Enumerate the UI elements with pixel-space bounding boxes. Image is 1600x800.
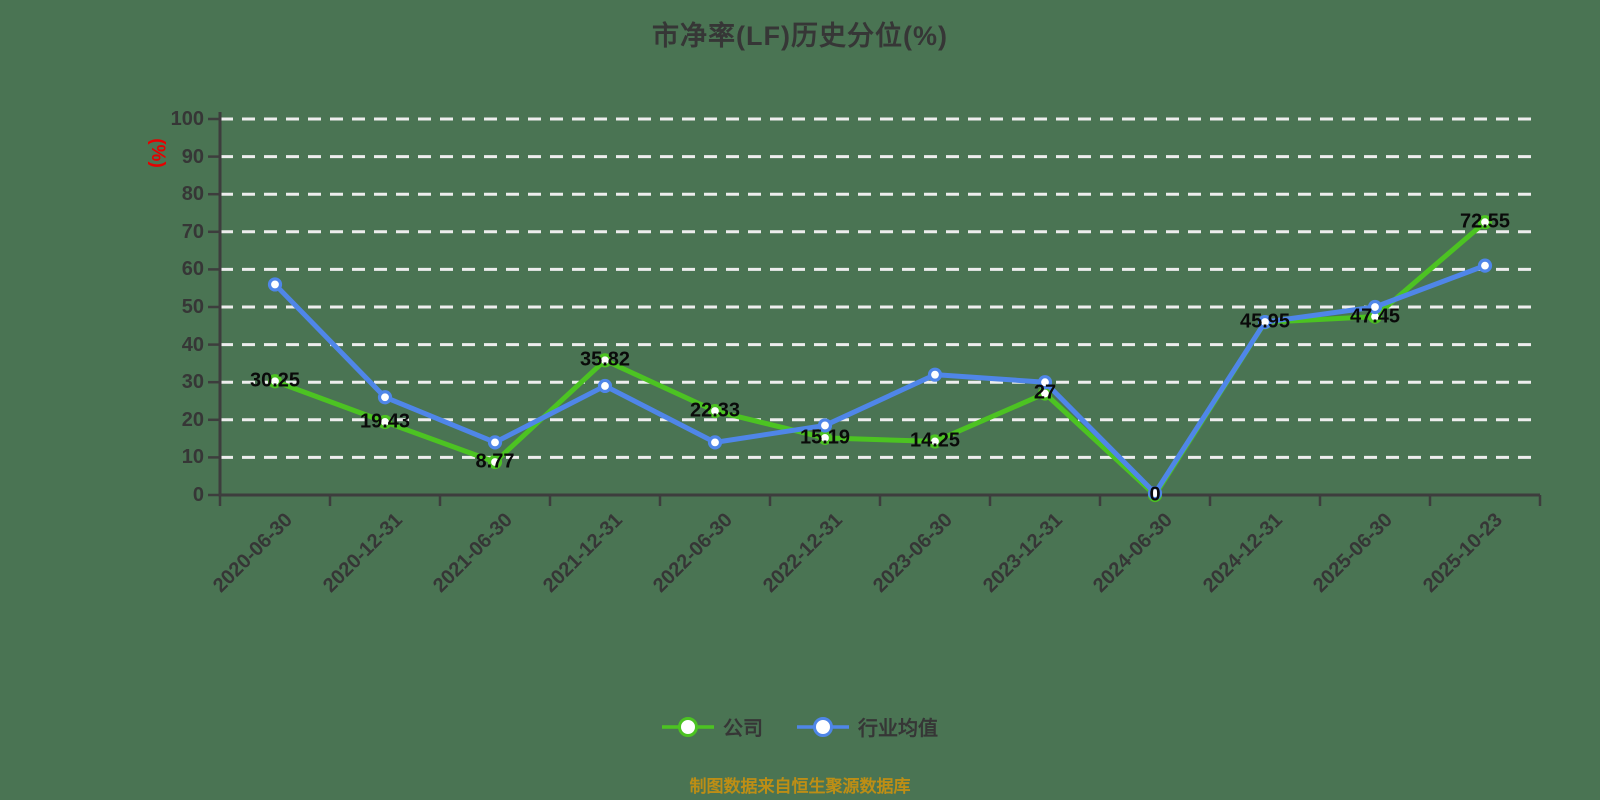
data-point-marker xyxy=(1257,314,1273,330)
industry-legend-icon xyxy=(797,716,849,737)
data-point-marker xyxy=(1037,375,1053,390)
company-series-line xyxy=(272,219,1488,498)
data-point-marker xyxy=(1477,258,1493,273)
data-point-marker xyxy=(377,414,393,430)
data-point-marker xyxy=(267,374,283,389)
legend-label: 行业均值 xyxy=(858,718,938,740)
data-point-marker xyxy=(377,390,393,405)
data-point-marker xyxy=(1367,299,1383,315)
company-legend-icon xyxy=(662,716,714,737)
data-point-marker xyxy=(817,418,833,433)
source-note: 制图数据来自恒生聚源数据库 xyxy=(689,777,911,796)
data-point-marker xyxy=(927,367,943,382)
data-point-marker xyxy=(817,430,833,445)
data-point-marker xyxy=(597,378,613,394)
data-point-marker xyxy=(267,277,283,292)
data-point-marker xyxy=(487,435,503,450)
legend-item-industry[interactable]: 行业均值 xyxy=(797,712,938,741)
data-point-marker xyxy=(1147,486,1163,501)
data-point-marker xyxy=(597,353,613,368)
data-point-marker xyxy=(707,435,723,450)
legend-item-company[interactable]: 公司 xyxy=(662,712,763,741)
data-point-marker xyxy=(1477,215,1493,230)
data-point-marker xyxy=(707,403,723,419)
legend-label: 公司 xyxy=(723,718,763,740)
data-point-marker xyxy=(927,434,943,449)
chart-title: 市净率(LF)历史分位(%) xyxy=(652,21,948,51)
legend: 公司 行业均值 xyxy=(0,712,1600,741)
industry-series-line xyxy=(272,263,1488,496)
data-point-marker xyxy=(487,454,503,470)
